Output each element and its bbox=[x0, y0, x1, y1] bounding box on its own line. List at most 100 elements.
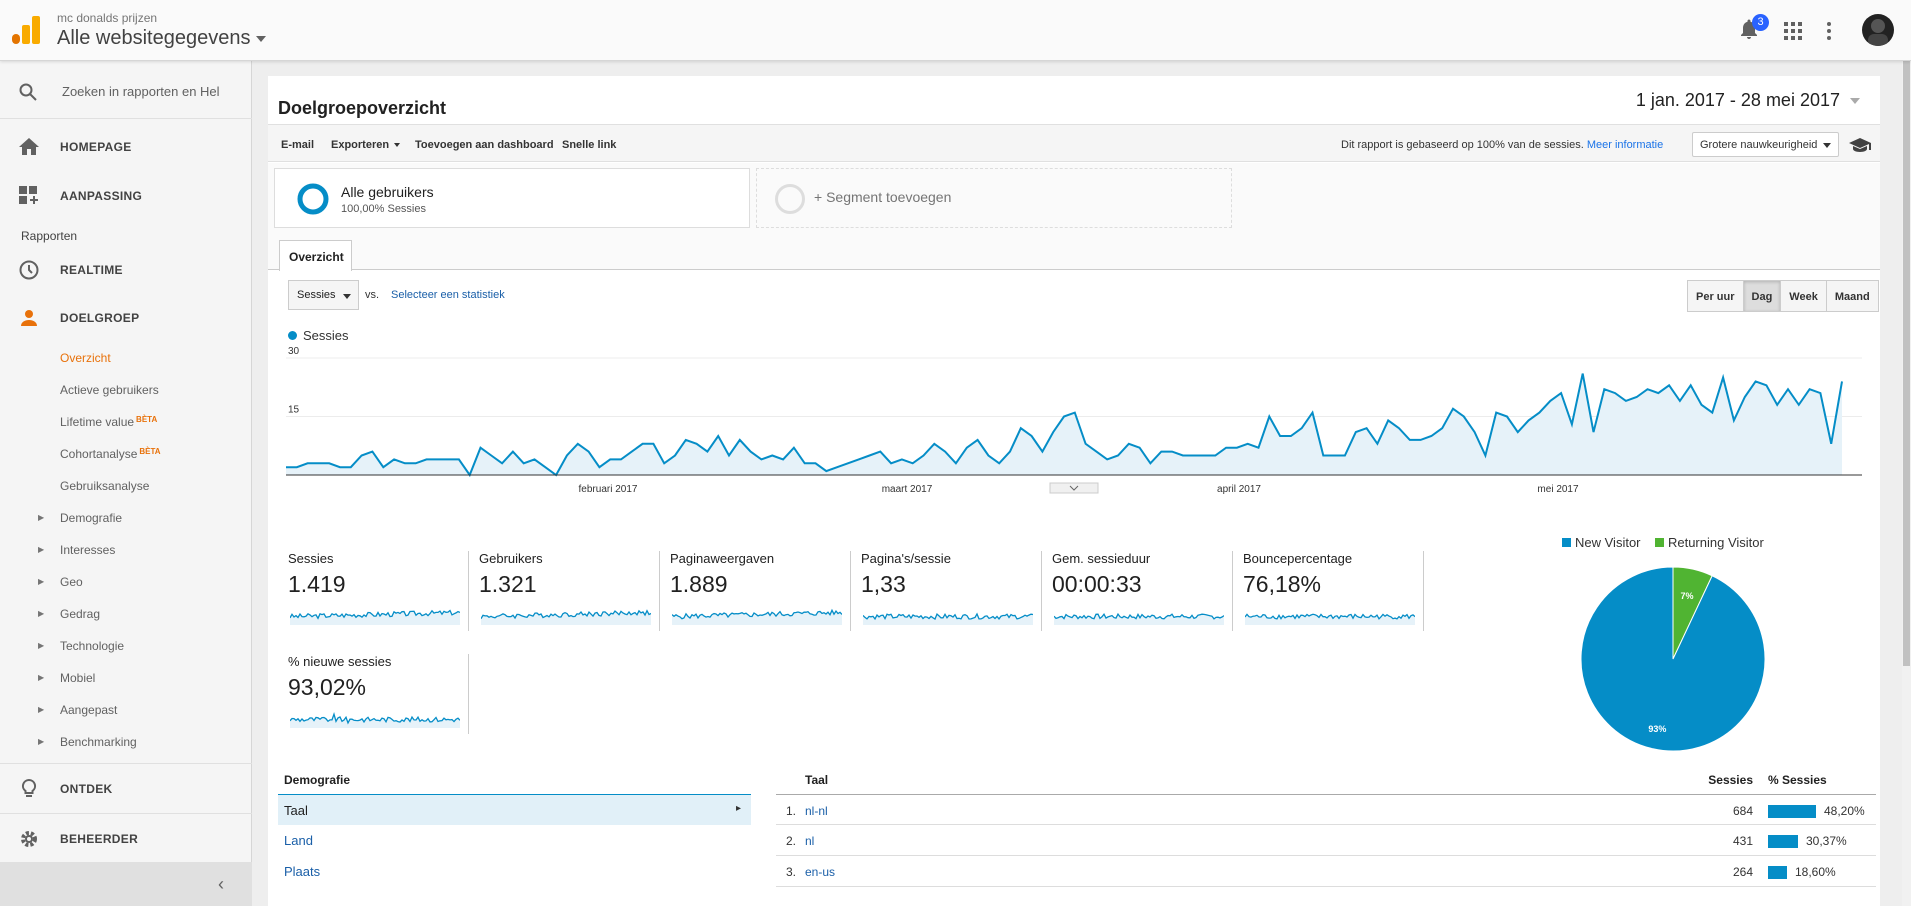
sidebar-subitem-mobile[interactable]: Mobiel bbox=[60, 671, 96, 685]
visitor-pie-chart[interactable]: 7% 93% bbox=[1580, 566, 1766, 752]
more-vert-icon[interactable] bbox=[1825, 21, 1833, 41]
metric-sparkline bbox=[481, 609, 651, 625]
date-range-picker[interactable]: 1 jan. 2017 - 28 mei 2017 bbox=[1636, 90, 1860, 111]
sparkline-line bbox=[672, 608, 842, 620]
granularity-week-button[interactable]: Week bbox=[1780, 280, 1827, 312]
expand-arrow-icon[interactable]: ▶ bbox=[38, 705, 45, 714]
sidebar-subitem-usage[interactable]: Gebruiksanalyse bbox=[60, 479, 150, 493]
sidebar-subitem-technology[interactable]: Technologie bbox=[60, 639, 125, 653]
segment-ring-empty-icon bbox=[775, 184, 805, 214]
granularity-month-button[interactable]: Maand bbox=[1825, 280, 1879, 312]
sidebar-item-realtime[interactable]: REALTIME bbox=[0, 245, 252, 293]
pct-value: 18,60% bbox=[1795, 865, 1836, 879]
dashboard-icon bbox=[19, 186, 38, 204]
metric-sparkline bbox=[863, 612, 1033, 625]
sidebar-subitem-geo[interactable]: Geo bbox=[60, 575, 83, 589]
row-index: 3. bbox=[786, 865, 797, 879]
metric-sparkline bbox=[1245, 613, 1415, 625]
sampling-note: Dit rapport is gebaseerd op 100% van de … bbox=[1341, 139, 1663, 151]
sidebar-subitem-active-users[interactable]: Actieve gebruikers bbox=[60, 383, 159, 397]
graduation-cap-icon[interactable] bbox=[1849, 138, 1871, 152]
sidebar-subitem-interests[interactable]: Interesses bbox=[60, 543, 116, 557]
sidebar-item-discover[interactable]: ONTDEK bbox=[0, 764, 252, 812]
metric-tile[interactable]: Gebruikers 1.321 bbox=[479, 551, 669, 631]
sidebar-item-audience[interactable]: DOELGROEP bbox=[0, 293, 252, 341]
metric-select[interactable]: Sessies bbox=[288, 280, 359, 310]
pct-bar bbox=[1768, 805, 1816, 818]
expand-arrow-icon[interactable]: ▶ bbox=[38, 737, 45, 746]
avatar[interactable] bbox=[1862, 14, 1894, 46]
tab-overview[interactable]: Overzicht bbox=[279, 240, 352, 271]
notification-badge[interactable]: 3 bbox=[1752, 14, 1769, 31]
add-to-dashboard-button[interactable]: Toevoegen aan dashboard bbox=[415, 139, 554, 151]
metric-label: Sessies bbox=[288, 551, 334, 566]
pct-bar bbox=[1768, 866, 1787, 879]
sidebar-subitem-benchmarking[interactable]: Benchmarking bbox=[60, 735, 137, 749]
language-link[interactable]: nl bbox=[805, 834, 815, 848]
segment-card-all-users[interactable]: Alle gebruikers 100,00% Sessies bbox=[274, 168, 750, 228]
sparkline-area bbox=[290, 714, 460, 728]
email-button[interactable]: E-mail bbox=[281, 139, 315, 151]
page-scrollbar[interactable] bbox=[1902, 61, 1911, 906]
date-range-label[interactable]: 1 jan. 2017 - 28 mei 2017 bbox=[1635, 90, 1840, 110]
metric-tile[interactable]: Pagina's/sessie 1,33 bbox=[861, 551, 1051, 631]
metric-tile[interactable]: Bouncepercentage 76,18% bbox=[1243, 551, 1433, 631]
metric-tile[interactable]: % nieuwe sessies 93,02% bbox=[288, 654, 478, 734]
granularity-day-button[interactable]: Dag bbox=[1742, 280, 1782, 312]
expand-arrow-icon[interactable]: ▶ bbox=[38, 609, 45, 618]
chevron-down-icon[interactable] bbox=[1850, 98, 1860, 105]
export-button[interactable]: Exporteren bbox=[331, 139, 401, 151]
precision-select[interactable]: Grotere nauwkeurigheid bbox=[1692, 132, 1839, 157]
sidebar-subitem-demographics[interactable]: Demografie bbox=[60, 511, 123, 525]
sidebar-item-homepage[interactable]: HOMEPAGE bbox=[0, 122, 252, 170]
export-label: Exporteren bbox=[331, 139, 390, 151]
more-info-link[interactable]: Meer informatie bbox=[1586, 139, 1664, 151]
clock-icon bbox=[19, 260, 39, 280]
language-link[interactable]: nl-nl bbox=[805, 804, 828, 818]
expand-arrow-icon[interactable]: ▶ bbox=[38, 545, 45, 554]
property-selector[interactable]: Alle websitegegevens bbox=[57, 27, 267, 50]
property-name[interactable]: Alle websitegegevens bbox=[57, 27, 251, 49]
chevron-down-icon[interactable] bbox=[256, 35, 267, 42]
metric-tile[interactable]: Gem. sessieduur 00:00:33 bbox=[1052, 551, 1242, 631]
x-tick-label: mei 2017 bbox=[1537, 484, 1579, 495]
sidebar-item-customization[interactable]: AANPASSING bbox=[0, 171, 252, 219]
metric-tile[interactable]: Paginaweergaven 1.889 bbox=[670, 551, 860, 631]
search-input[interactable]: Zoeken in rapporten en Hel bbox=[62, 84, 220, 99]
sidebar-subitem-behavior[interactable]: Gedrag bbox=[60, 607, 101, 621]
collapse-sidebar-button[interactable]: ‹ bbox=[0, 862, 252, 906]
compare-metric-link[interactable]: Selecteer een statistiek bbox=[391, 289, 505, 301]
sidebar-subitem-lifetime-value[interactable]: Lifetime value BÈTA bbox=[60, 415, 157, 429]
analytics-logo-icon[interactable] bbox=[12, 16, 40, 44]
chevron-left-icon[interactable]: ‹ bbox=[218, 874, 224, 894]
expand-arrow-icon[interactable]: ▶ bbox=[38, 673, 45, 682]
segment-ring-icon bbox=[297, 183, 329, 215]
chart-resize-handle[interactable] bbox=[1049, 482, 1099, 494]
metric-tile[interactable]: Sessies 1.419 bbox=[288, 551, 478, 631]
sidebar-search[interactable]: Zoeken in rapporten en Hel bbox=[0, 61, 252, 119]
sparkline-line bbox=[863, 612, 1033, 621]
sidebar-subitem-cohort[interactable]: Cohortanalyse BÈTA bbox=[60, 447, 161, 461]
page-title: Doelgroepoverzicht bbox=[278, 98, 447, 118]
scrollbar-thumb[interactable] bbox=[1903, 61, 1910, 666]
shortlink-button[interactable]: Snelle link bbox=[562, 139, 617, 151]
demographics-item-country[interactable]: Land bbox=[284, 833, 313, 848]
sessions-chart[interactable]: 15 30 februari 2017 maart 2017 april 2017 mei… bbox=[286, 343, 1862, 505]
expand-arrow-icon[interactable]: ▶ bbox=[38, 513, 45, 522]
demographics-item-city[interactable]: Plaats bbox=[284, 864, 321, 879]
expand-arrow-icon[interactable]: ▶ bbox=[38, 641, 45, 650]
pie-slice[interactable] bbox=[1580, 566, 1766, 752]
demographics-item-language[interactable]: Taal ▸ bbox=[278, 794, 751, 825]
sidebar-item-admin[interactable]: BEHEERDER bbox=[0, 814, 252, 862]
add-segment-button[interactable]: + Segment toevoegen bbox=[756, 168, 1232, 228]
sidebar-subitem-label: Lifetime value bbox=[60, 415, 135, 429]
sidebar-subitem-overview[interactable]: Overzicht bbox=[60, 351, 111, 365]
apps-grid-icon[interactable] bbox=[1784, 22, 1802, 40]
chevron-down-icon bbox=[394, 143, 401, 148]
sidebar-subitem-custom[interactable]: Aangepast bbox=[60, 703, 118, 717]
row-index: 1. bbox=[786, 804, 797, 818]
granularity-hour-button[interactable]: Per uur bbox=[1687, 280, 1744, 312]
chevron-down-icon[interactable] bbox=[1069, 485, 1079, 491]
expand-arrow-icon[interactable]: ▶ bbox=[38, 577, 45, 586]
language-link[interactable]: en-us bbox=[805, 865, 836, 879]
